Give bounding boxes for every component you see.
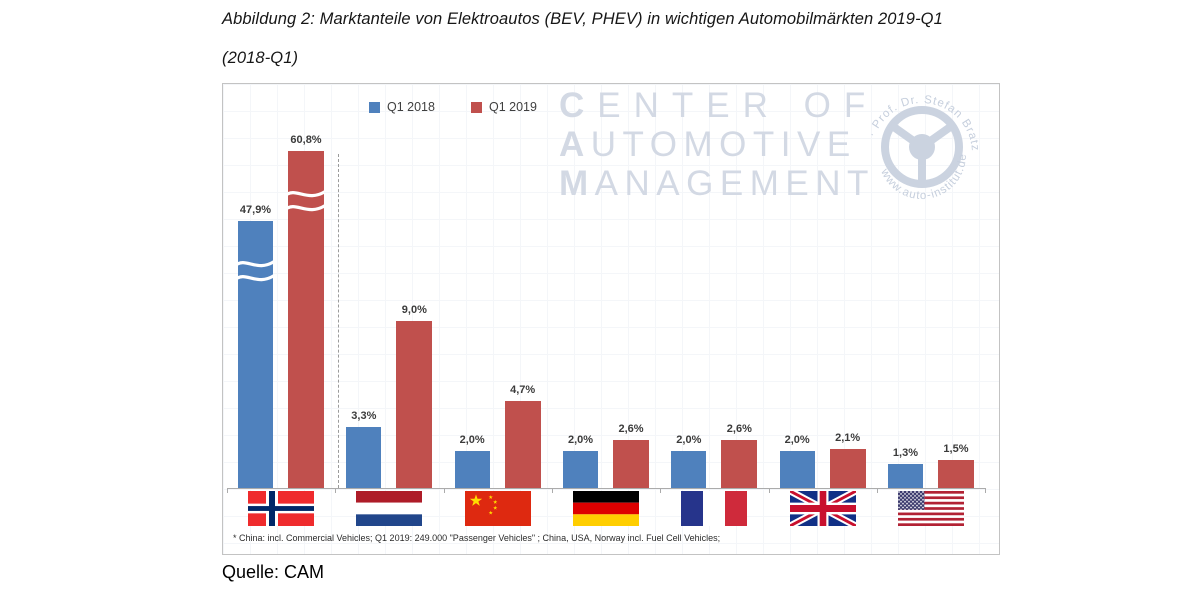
bar-q1-2018-niederlande [346, 427, 382, 488]
bar-value-label-q1-2018-grossbritannien: 2,0% [784, 434, 810, 446]
bar-q1-2019-norwegen [288, 151, 324, 488]
flag-netherlands-icon [356, 491, 423, 526]
bar-q1-2019-grossbritannien [829, 449, 866, 488]
flags-row [223, 491, 999, 531]
flag-germany-icon [572, 491, 639, 526]
source-label: Quelle: CAM [222, 562, 325, 582]
bar-value-label-q1-2018-niederlande: 3,3% [351, 410, 377, 422]
bar-value-label-q1-2018-norwegen: 47,9% [239, 204, 272, 216]
flag-china-icon [464, 491, 531, 526]
legend-label-q1-2019: Q1 2019 [488, 100, 537, 114]
bar-q1-2019-usa [937, 460, 974, 488]
flag-united-kingdom-icon [789, 491, 856, 526]
plot-area: 47,9% 3,3% 2,0% 2,0% 2,0% 2,0% 1,3% 60,8% 9,0% 4,… [223, 84, 999, 554]
x-axis-tick [768, 488, 770, 493]
x-axis-line [227, 488, 986, 489]
bar-value-label-q1-2019-grossbritannien: 2,1% [835, 432, 861, 444]
axis-break-separator-line [338, 154, 339, 488]
figure-title-line1: Abbildung 2: Marktanteile von Elektroaut… [222, 10, 943, 28]
x-axis-tick [227, 488, 228, 493]
bar-value-label-q1-2019-china: 4,7% [510, 384, 536, 396]
bar-value-label-q1-2018-china: 2,0% [459, 434, 485, 446]
bar-q1-2018-deutschland [562, 451, 598, 488]
bar-q1-2019-niederlande [396, 321, 433, 488]
watermark-line1: CENTER OF [559, 86, 879, 125]
chart-container: Q1 2018 Q1 2019 CENTER OF AUTOMOTIVE MAN… [222, 80, 1000, 555]
bar-q1-2018-frankreich [671, 451, 707, 488]
bar-value-label-q1-2018-usa: 1,3% [892, 447, 919, 459]
legend-swatch-q1-2018-icon [369, 101, 380, 113]
watermark-line2: AUTOMOTIVE [559, 125, 857, 164]
watermark-text: CENTER OF AUTOMOTIVE MANAGEMENT [559, 86, 889, 203]
axis-break-mark-icon [238, 260, 273, 282]
x-axis-tick [660, 488, 662, 493]
bar-value-label-q1-2019-norwegen: 60,8% [290, 134, 322, 146]
flag-france-icon [681, 491, 748, 526]
bar-value-label-q1-2018-frankreich: 2,0% [676, 434, 702, 446]
bar-q1-2019-china [504, 401, 541, 488]
legend-item-q1-2019: Q1 2019 [470, 100, 537, 114]
bar-q1-2018-usa [887, 464, 923, 488]
bar-q1-2019-deutschland [612, 440, 649, 488]
bar-q1-2018-norwegen [238, 221, 273, 488]
flag-norway-icon [248, 491, 314, 526]
x-axis-tick [551, 488, 553, 493]
x-axis-tick [443, 488, 445, 493]
x-axis-tick [985, 488, 987, 493]
legend-item-q1-2018: Q1 2018 [369, 100, 435, 114]
bar-q1-2018-china [454, 451, 490, 488]
steering-wheel-logo-icon: · Prof. Dr. Stefan Bratzel · www.auto-in… [857, 80, 980, 202]
legend-swatch-q1-2019-icon [470, 101, 482, 113]
bar-value-label-q1-2019-frankreich: 2,6% [726, 423, 752, 435]
figure-title-line2: (2018-Q1) [222, 49, 299, 67]
legend: Q1 2018 Q1 2019 [369, 100, 537, 114]
bar-q1-2018-grossbritannien [779, 451, 815, 488]
chart-footnote: * China: incl. Commercial Vehicles; Q1 2… [233, 533, 721, 543]
bar-value-label-q1-2018-deutschland: 2,0% [567, 434, 594, 446]
flag-usa-icon [897, 491, 964, 526]
watermark-line3: MANAGEMENT [559, 164, 875, 203]
bar-value-label-q1-2019-deutschland: 2,6% [618, 423, 644, 435]
x-axis-tick [335, 488, 337, 493]
bar-q1-2019-frankreich [721, 440, 758, 488]
bar-value-label-q1-2019-usa: 1,5% [943, 443, 969, 455]
axis-break-mark-icon [288, 190, 324, 212]
legend-label-q1-2018: Q1 2018 [387, 100, 435, 114]
bar-value-label-q1-2019-niederlande: 9,0% [401, 304, 427, 316]
x-axis-tick [876, 488, 878, 493]
